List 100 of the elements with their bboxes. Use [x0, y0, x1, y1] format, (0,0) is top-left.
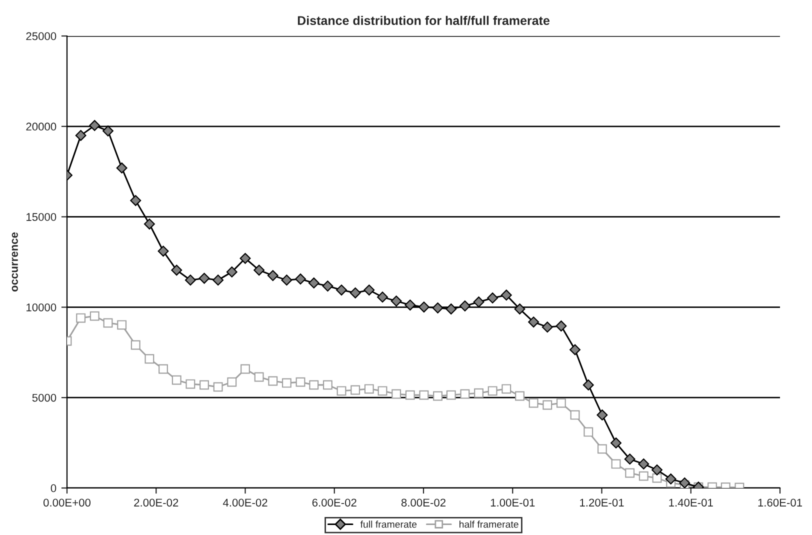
y-tick-label: 10000	[26, 303, 56, 312]
y-tick-label: 20000	[26, 122, 56, 131]
point	[116, 162, 128, 174]
y-tick-label: 15000	[26, 213, 56, 221]
x-tick-label: 6.00E-02	[312, 498, 356, 507]
point	[624, 454, 636, 465]
point	[254, 372, 264, 382]
y-axis-title: occurrence	[12, 232, 18, 292]
point	[459, 300, 470, 312]
point	[596, 409, 608, 420]
point	[117, 320, 127, 330]
x-tick-label: 2.00E-02	[134, 498, 178, 507]
point	[75, 130, 86, 141]
point	[638, 458, 650, 470]
point	[144, 218, 155, 230]
point	[102, 125, 114, 136]
point	[652, 473, 662, 483]
point	[171, 264, 182, 276]
point	[322, 280, 334, 292]
point	[474, 388, 484, 398]
point	[377, 292, 388, 303]
point	[295, 274, 306, 284]
point	[488, 386, 498, 396]
point	[432, 302, 444, 314]
point	[281, 274, 292, 286]
point	[556, 320, 567, 332]
point	[254, 264, 265, 276]
point	[446, 304, 457, 314]
point	[90, 311, 100, 321]
point	[130, 340, 140, 350]
point	[514, 304, 526, 314]
point	[240, 364, 250, 374]
point	[405, 390, 415, 400]
point	[212, 274, 224, 286]
point	[638, 471, 648, 481]
point	[144, 354, 154, 364]
point	[322, 380, 332, 390]
x-tick-label: 1.20E-01	[580, 498, 624, 507]
point	[433, 391, 442, 401]
point	[364, 384, 374, 394]
point	[76, 313, 86, 323]
point	[528, 316, 540, 328]
point	[227, 377, 237, 387]
point	[502, 384, 512, 394]
point	[652, 464, 662, 476]
x-tick-label: 0.00E+00	[43, 498, 91, 507]
point	[515, 391, 524, 401]
point	[130, 195, 142, 206]
point	[570, 410, 580, 420]
point	[665, 473, 676, 484]
point	[679, 477, 690, 488]
point	[487, 292, 498, 304]
point	[350, 385, 360, 395]
point	[267, 270, 278, 282]
y-tick-label: 0	[50, 484, 56, 492]
x-tick-label: 1.40E-01	[669, 498, 713, 507]
point	[308, 278, 320, 288]
point	[404, 300, 416, 310]
point	[611, 459, 621, 469]
point	[542, 322, 553, 333]
point	[198, 272, 210, 284]
point	[556, 398, 566, 408]
point	[309, 380, 319, 390]
point	[186, 379, 196, 389]
point	[268, 376, 278, 386]
point	[418, 302, 430, 312]
point	[378, 386, 388, 396]
point	[610, 438, 622, 448]
legend-label: half framerate	[459, 520, 518, 528]
point	[158, 364, 168, 374]
x-tick-label: 1.00E-01	[490, 498, 535, 507]
point	[296, 377, 306, 387]
point	[89, 120, 100, 131]
point	[390, 296, 402, 307]
point	[336, 284, 347, 296]
x-tick-label: 1.60E-01	[758, 498, 802, 507]
y-tick-label: 5000	[32, 394, 56, 402]
point	[158, 246, 169, 257]
point	[446, 390, 456, 400]
point	[473, 296, 484, 308]
point	[282, 378, 292, 388]
point	[184, 274, 196, 286]
point	[226, 266, 238, 278]
point	[200, 380, 209, 390]
point	[419, 390, 429, 400]
point	[240, 252, 251, 264]
point	[584, 427, 594, 437]
point	[103, 318, 113, 328]
point	[542, 400, 552, 410]
chart-title: Distance distribution for half/full framerate	[298, 16, 550, 26]
point	[597, 444, 607, 454]
point	[213, 382, 223, 392]
point	[460, 389, 470, 399]
point	[528, 398, 538, 408]
point	[625, 468, 635, 478]
point	[582, 379, 594, 390]
x-tick-label: 8.00E-02	[401, 498, 446, 507]
point	[570, 344, 580, 356]
legend-label: full framerate	[360, 520, 417, 528]
x-tick-label: 4.00E-02	[222, 498, 268, 507]
